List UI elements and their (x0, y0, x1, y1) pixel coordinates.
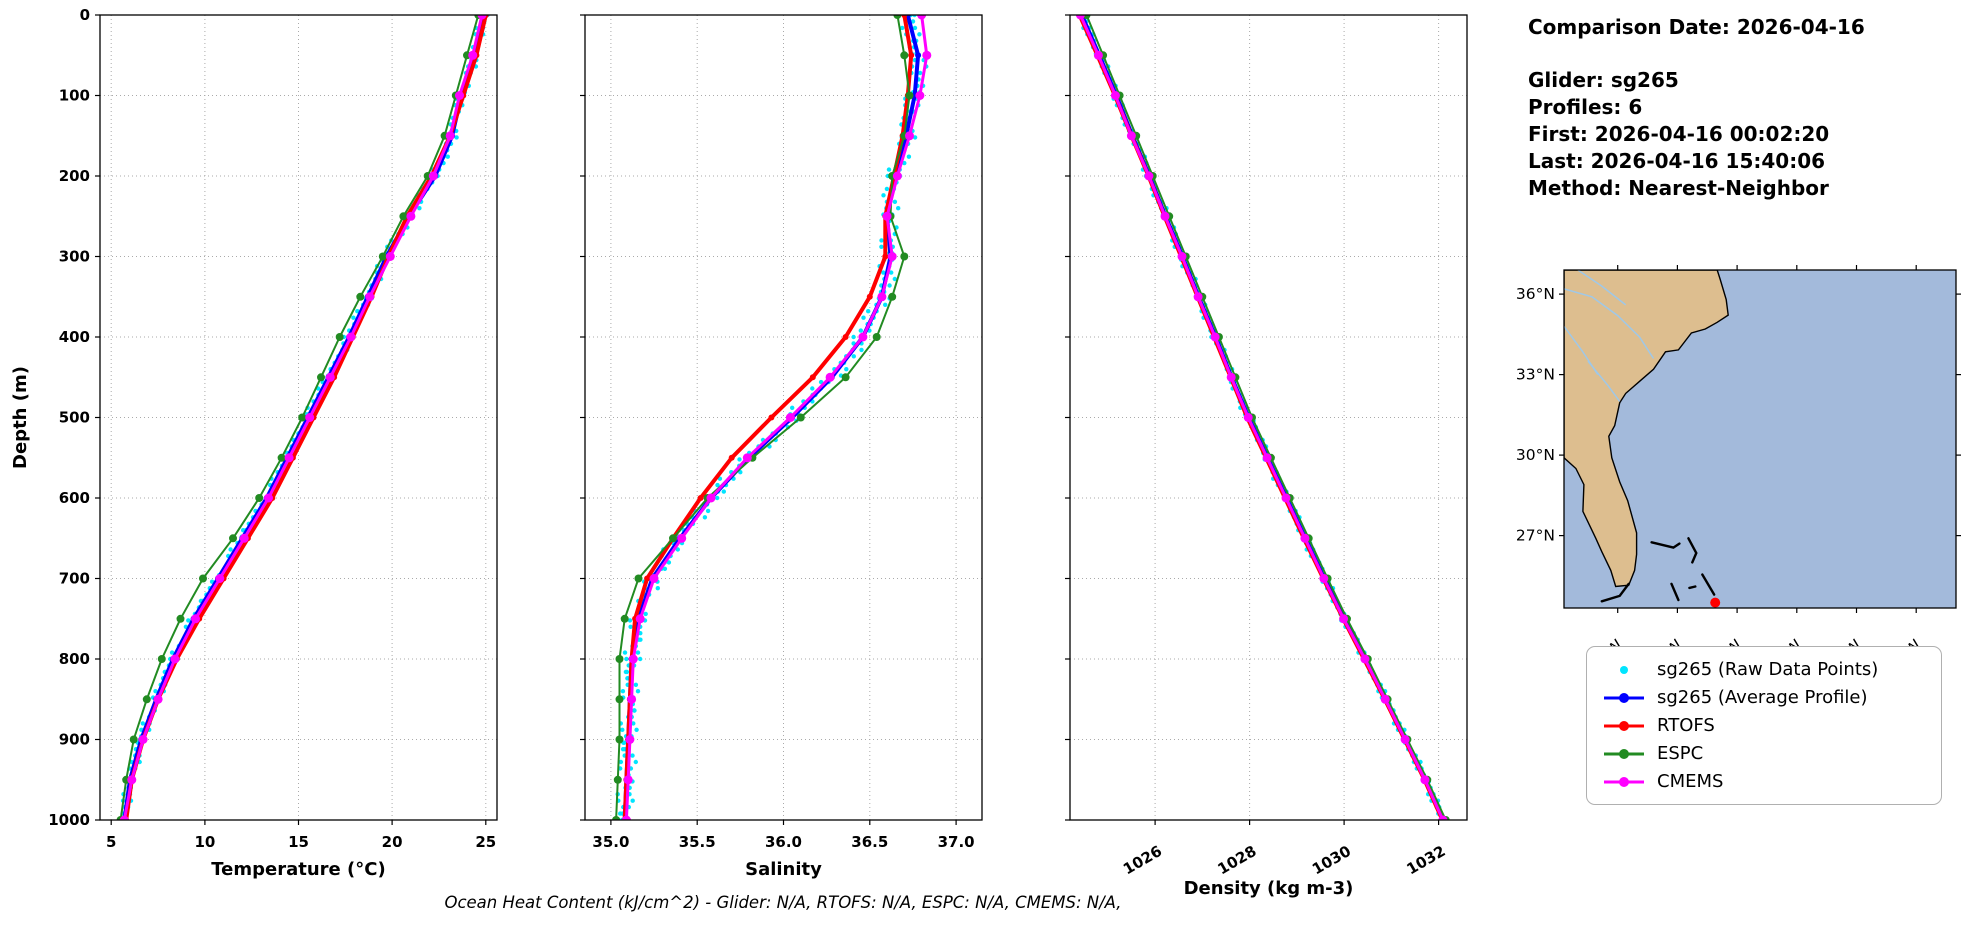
info-line: Last: 2026-04-16 15:40:06 (1528, 149, 1826, 173)
legend-marker-icon (1604, 692, 1644, 703)
svg-text:0: 0 (80, 6, 90, 24)
legend-label: sg265 (Raw Data Points) (1657, 659, 1879, 680)
svg-text:300: 300 (59, 248, 90, 266)
legend-entry: sg265 (Raw Data Points) (1601, 659, 1927, 680)
series-espc (116, 15, 483, 820)
svg-text:20: 20 (382, 833, 403, 851)
legend-entry: RTOFS (1601, 715, 1927, 736)
depth-axis-label: Depth (m) (10, 366, 31, 469)
info-line: First: 2026-04-16 00:02:20 (1528, 122, 1830, 146)
svg-text:15: 15 (288, 833, 309, 851)
salinity-axis-label: Salinity (745, 859, 822, 880)
temperature-axis-label: Temperature (°C) (211, 859, 385, 880)
series-cmems (621, 15, 932, 820)
legend-entry: sg265 (Average Profile) (1601, 687, 1927, 708)
glider-location-marker (1710, 597, 1721, 608)
svg-text:800: 800 (59, 650, 90, 668)
info-line (1528, 41, 1865, 67)
svg-text:1030: 1030 (1309, 842, 1354, 878)
svg-text:400: 400 (59, 328, 90, 346)
svg-text:5: 5 (106, 833, 116, 851)
svg-text:36.0: 36.0 (765, 833, 802, 851)
island (1687, 537, 1698, 564)
island (1701, 573, 1716, 596)
svg-text:27°N: 27°N (1516, 527, 1555, 545)
info-line: Comparison Date: 2026-04-16 (1528, 15, 1865, 39)
river (1577, 270, 1627, 306)
river (1564, 325, 1599, 376)
island (1688, 585, 1697, 590)
series-espc (612, 15, 914, 820)
ohc-footer: Ocean Heat Content (kJ/cm^2) - Glider: N… (444, 893, 1122, 912)
svg-text:1026: 1026 (1120, 842, 1165, 878)
svg-text:30°N: 30°N (1516, 446, 1555, 464)
svg-text:900: 900 (59, 731, 90, 749)
river (1564, 288, 1655, 359)
svg-text:35.5: 35.5 (679, 833, 716, 851)
svg-text:1000: 1000 (48, 811, 90, 829)
svg-text:200: 200 (59, 167, 90, 185)
info-line: Profiles: 6 (1528, 95, 1643, 119)
legend-label: CMEMS (1657, 771, 1724, 792)
info-line: Method: Nearest-Neighbor (1528, 176, 1829, 200)
svg-text:1028: 1028 (1214, 842, 1259, 878)
legend-label: sg265 (Average Profile) (1657, 687, 1868, 708)
svg-text:37.0: 37.0 (938, 833, 975, 851)
location-map: 36°N33°N30°N27°N81°W78°W75°W72°W69°W66°W (1516, 265, 1961, 679)
legend-marker-icon (1604, 776, 1644, 787)
series-cmems (1075, 15, 1448, 820)
legend-marker-icon (1620, 665, 1628, 674)
legend-marker-icon (1604, 720, 1644, 731)
island (1650, 541, 1681, 549)
salinity-panel: 35.0 35.5 36.0 36.5 37.0 Salinity (580, 14, 983, 880)
temperature-panel: 5 10 15 20 25 0 100 200 300 400 500 600 700 800 900 100… (48, 6, 498, 880)
island (1670, 582, 1680, 602)
svg-text:100: 100 (59, 87, 90, 105)
island (1600, 582, 1630, 603)
profile-charts: 5 10 15 20 25 0 100 200 300 400 500 600 700 800 900 100… (10, 6, 1468, 899)
svg-text:600: 600 (59, 489, 90, 507)
svg-text:35.0: 35.0 (592, 833, 629, 851)
land (1564, 270, 1729, 588)
legend: sg265 (Raw Data Points) sg265 (Average Pr… (1586, 646, 1942, 805)
svg-text:700: 700 (59, 570, 90, 588)
info-line: Glider: sg265 (1528, 68, 1679, 92)
legend-label: RTOFS (1657, 715, 1715, 736)
svg-text:33°N: 33°N (1516, 366, 1555, 384)
density-panel: 1026 1028 1030 1032 Density (kg m-3) (1065, 14, 1468, 899)
legend-entry: ESPC (1601, 743, 1927, 764)
legend-entry: CMEMS (1601, 771, 1927, 792)
svg-text:1032: 1032 (1403, 842, 1448, 878)
svg-text:36.5: 36.5 (851, 833, 888, 851)
svg-text:500: 500 (59, 409, 90, 427)
legend-label: ESPC (1657, 743, 1704, 764)
svg-text:10: 10 (194, 833, 215, 851)
svg-text:25: 25 (475, 833, 496, 851)
info-panel: Comparison Date: 2026-04-16 Glider: sg265… (1528, 14, 1865, 202)
series-cmems (119, 15, 487, 820)
density-axis-label: Density (kg m-3) (1184, 878, 1354, 899)
svg-text:36°N: 36°N (1516, 285, 1555, 303)
legend-marker-icon (1604, 748, 1644, 759)
